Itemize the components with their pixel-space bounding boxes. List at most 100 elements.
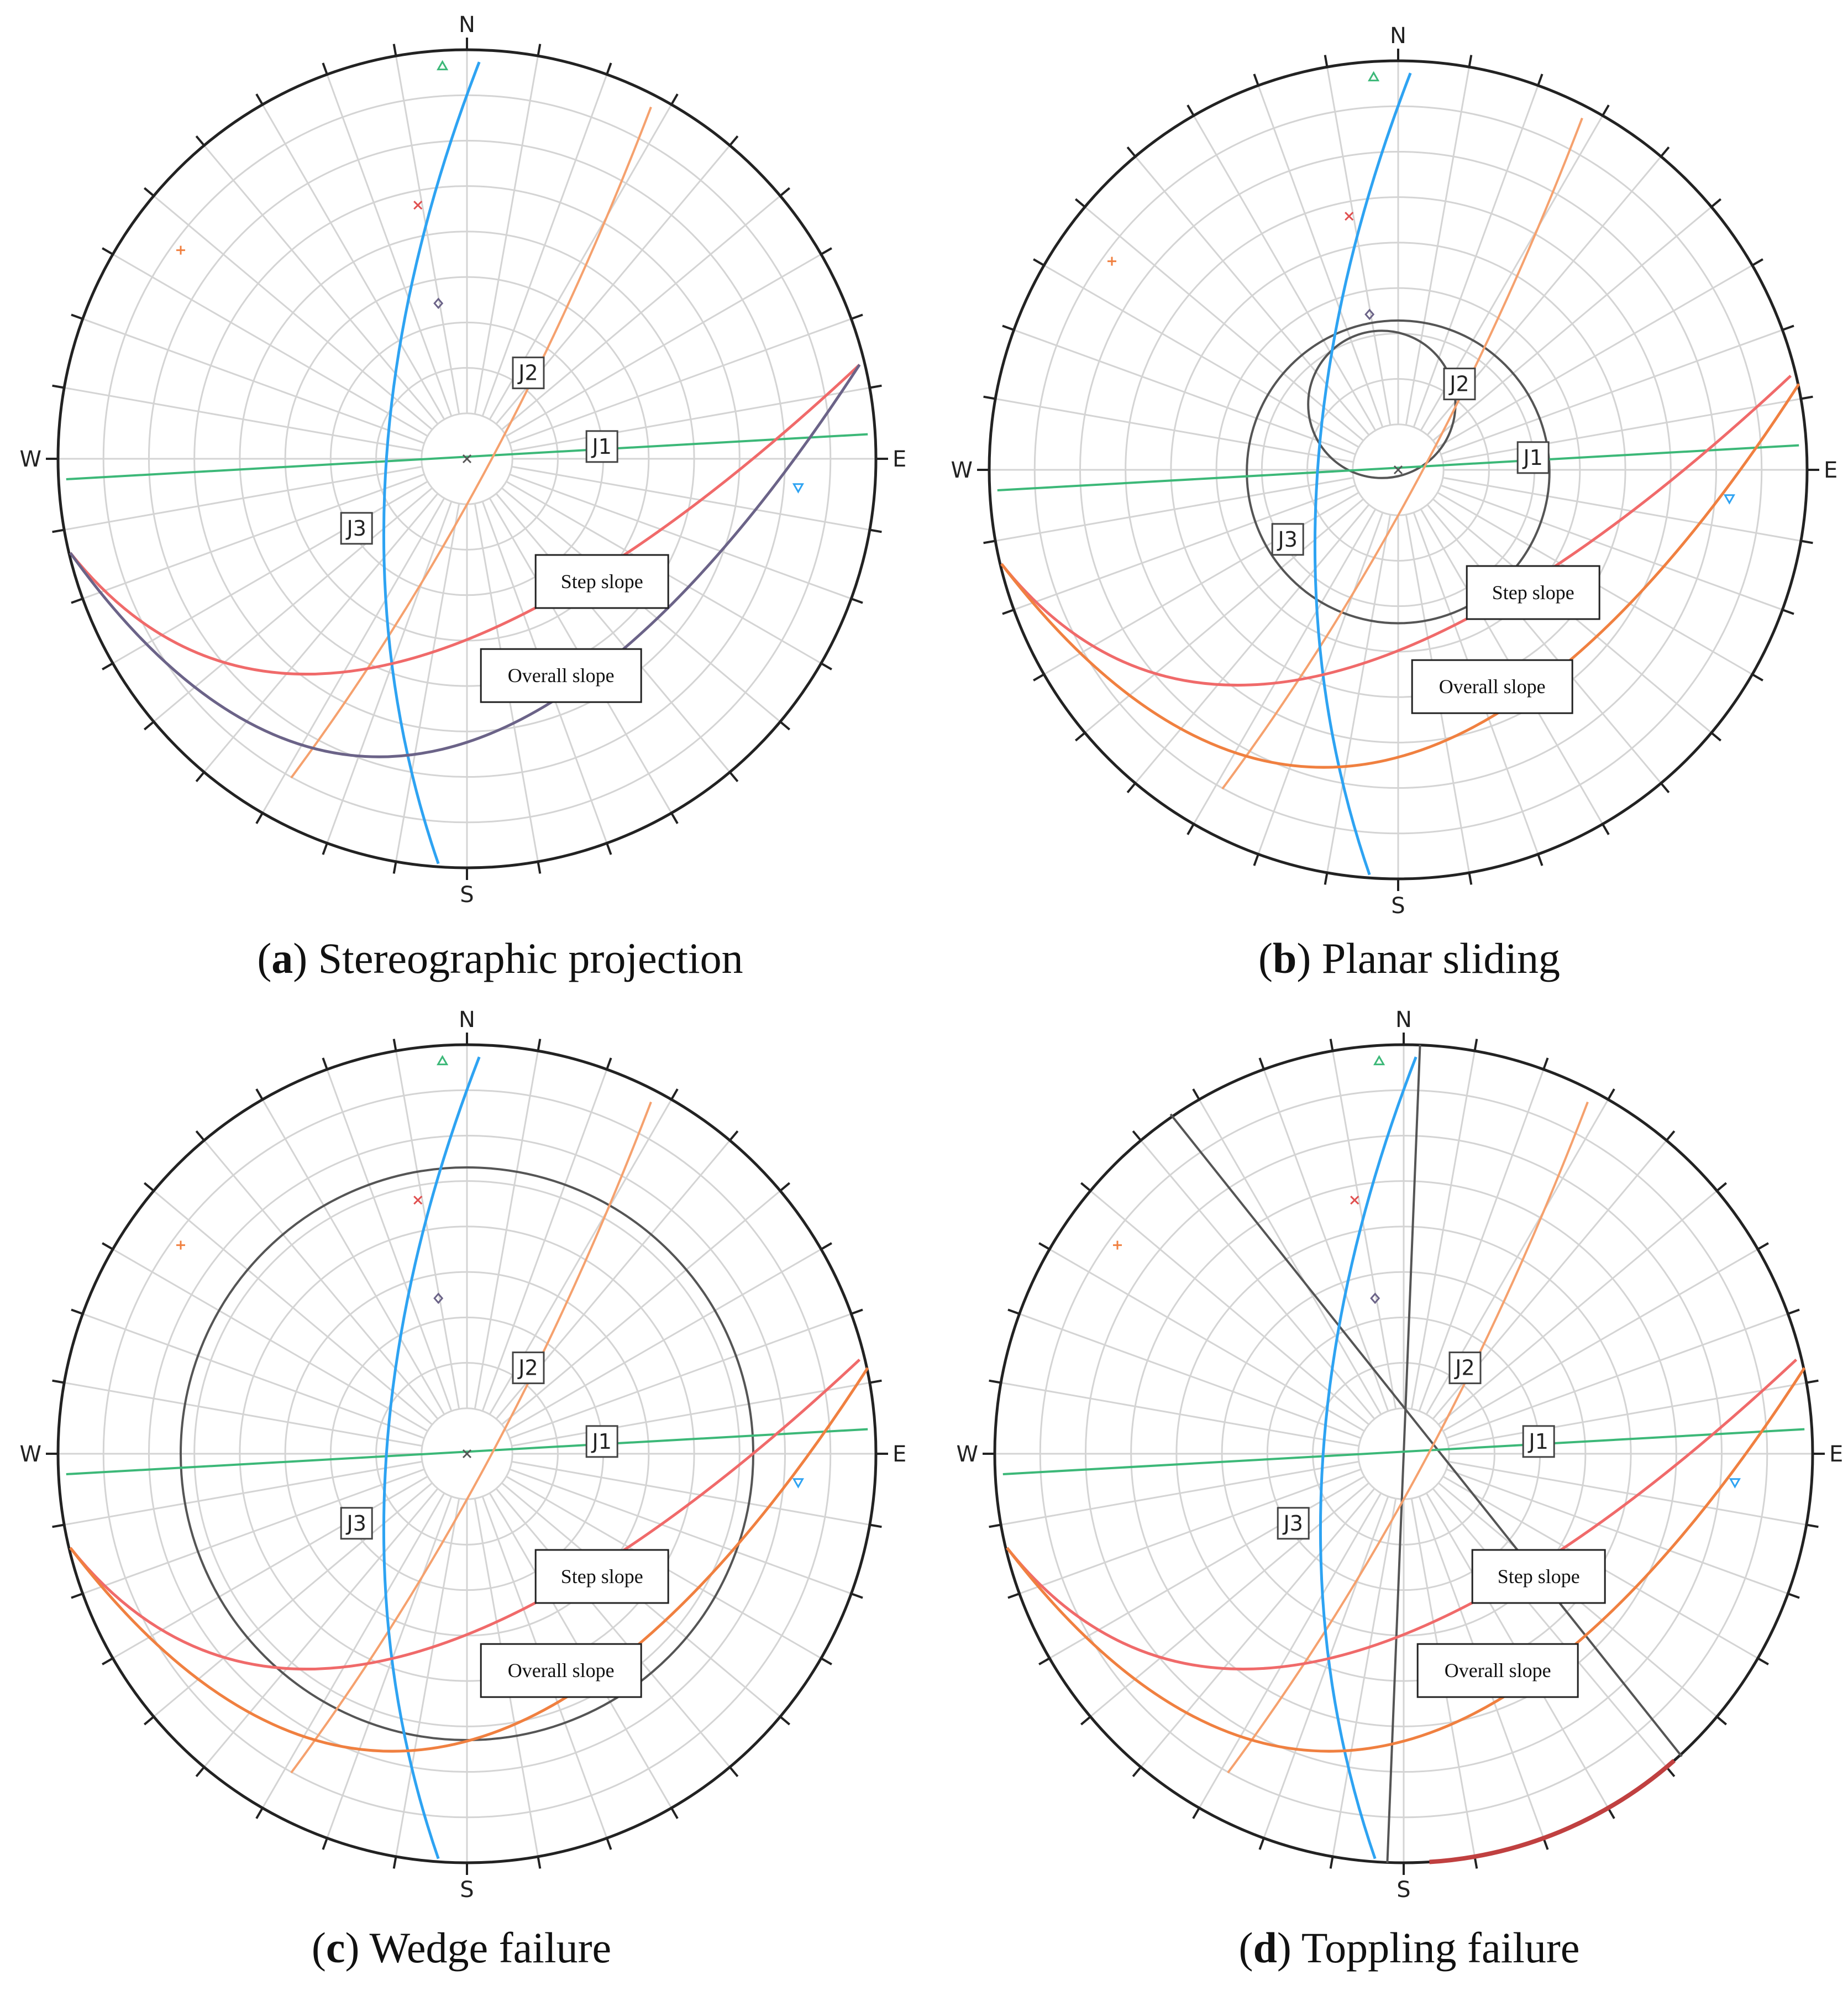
azimuth-tick [1787,1592,1800,1599]
diamond-pole-marker [1364,308,1375,321]
azimuth-tick [52,384,65,389]
azimuth-tick [1007,1592,1020,1599]
center-cross-marker [1393,465,1403,475]
grid-radial-line [1043,491,1359,675]
step-slope-great-circle [69,1358,861,1671]
azimuth-tick [1660,782,1670,794]
grid-radial-line [509,318,852,444]
grid-radial-line [506,253,822,437]
azimuth-tick [392,1039,397,1051]
j1-great-circle [997,444,1799,491]
azimuth-tick [670,93,679,106]
cardinal-w: W [956,1442,978,1467]
grid-radial-line [1198,1492,1382,1809]
slope-labels: Step slope Overall slope [1411,565,1600,714]
grid-radial-line [1043,264,1359,448]
grid-radial-line [995,398,1354,463]
cardinal-n: N [459,12,475,38]
azimuth-tick [1002,324,1015,331]
j2-great-circle [1227,1101,1589,1774]
azimuth-tick [322,842,328,855]
azimuth-tick [851,313,863,320]
grid-radial-line [1198,1099,1382,1415]
azimuth-tick [779,187,791,197]
azimuth-tick [820,662,832,670]
grid-radial-line [474,1050,539,1410]
azimuth-tick [52,1523,65,1528]
caption-letter-c: c [326,1924,345,1972]
step-slope-label: Step slope [1498,1565,1580,1588]
j3-great-circle [382,1056,481,1859]
j3-label-box [1277,1507,1310,1540]
azimuth-tick [729,1766,739,1778]
grid-radial-line [82,1313,425,1439]
azimuth-tick [1132,1130,1142,1141]
azimuth-tick [1186,823,1195,835]
azimuth-tick [1751,673,1763,682]
azimuth-tick [1757,1242,1769,1250]
j2-label-box [512,357,545,390]
azimuth-tick [537,44,542,56]
step-slope-label-box [534,1549,669,1604]
azimuth-tick [143,1716,155,1726]
stereonet-panel-a: N S E W J1 J2 J3 Step slope Overall slope [19,12,906,908]
grid-radial-line [1263,1069,1389,1412]
azimuth-tick [820,247,832,255]
azimuth-tick [1080,1182,1091,1192]
j1-label: J1 [591,1429,612,1454]
azimuth-tick [1033,673,1045,682]
azimuth-tick [779,721,791,731]
azimuth-tick [851,1592,863,1599]
grid-radial-line [495,1488,731,1768]
grid-radial-line [481,74,608,417]
grid-radial-line [112,1475,428,1659]
j2-great-circle [290,1101,652,1774]
grid-radial-line [1019,1313,1362,1439]
azimuth-tick [71,1308,83,1315]
grid-radial-line [1084,498,1364,734]
azimuth-tick [989,1523,1001,1528]
j3-label: J3 [346,1511,366,1536]
cross-pole-marker [1350,1196,1359,1205]
grid-radial-line [153,195,433,431]
azimuth-tick [392,1856,397,1869]
grid-radial-line [474,55,539,415]
grid-radial-line [495,493,731,773]
cross-pole-marker [413,201,423,210]
grid-radial-line [1448,1460,1807,1526]
failure-envelope [1246,319,1551,625]
j1-great-circle [1002,1428,1805,1475]
j3-label-box [1271,523,1304,556]
azimuth-tick [255,1807,264,1819]
azimuth-tick [1782,609,1794,615]
azimuth-tick [195,1130,205,1141]
azimuth-tick [1806,1523,1819,1528]
grid-radial-line [1442,398,1802,463]
step-slope-label-box [534,554,669,609]
grid-radial-line [1442,476,1802,542]
grid-radial-line [261,497,445,814]
grid-radial-line [203,145,439,425]
azimuth-tick [1186,104,1195,117]
azimuth-tick [322,1057,328,1070]
grid-radial-line [1049,1248,1365,1432]
inverted-triangle-pole-marker [1729,1478,1741,1489]
azimuth-tick [729,771,739,783]
inverted-triangle-pole-marker [1723,494,1735,505]
grid-radial-line [1332,1498,1397,1857]
overall-slope-label: Overall slope [508,664,615,687]
grid-radial-line [203,1140,439,1419]
j3-label: J3 [1277,527,1298,552]
stereonet-panel-b: N S E W J1 J2 J3 Step slope Overall slope [951,23,1838,919]
azimuth-tick [1253,74,1259,86]
azimuth-tick [1542,1057,1549,1070]
pole-markers [176,60,804,494]
grid-radial-line [261,1492,445,1809]
azimuth-tick [670,1807,679,1819]
grid-radial-line [501,1190,781,1426]
azimuth-tick [779,1716,791,1726]
j1-label-box [585,1425,618,1458]
grid-radial-line [395,1050,460,1410]
azimuth-tick [102,1657,114,1665]
